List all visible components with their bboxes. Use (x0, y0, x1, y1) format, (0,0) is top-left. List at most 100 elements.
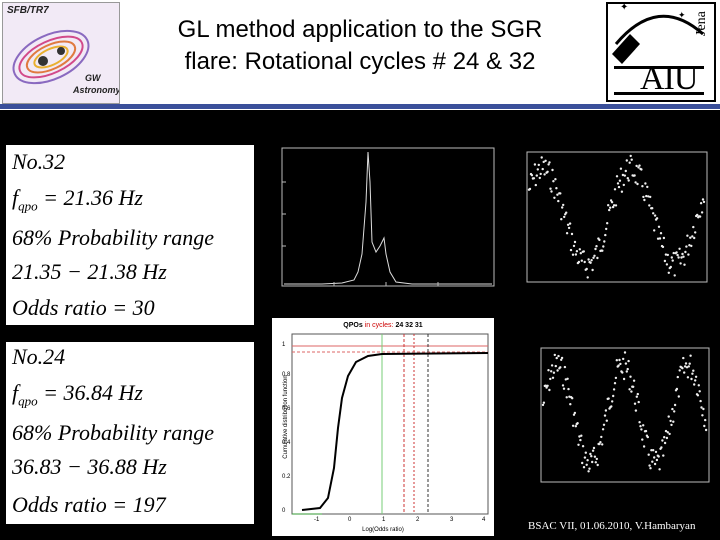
light-curve-point (583, 260, 586, 264)
light-curve-cycle-24 (505, 340, 717, 510)
light-curve-point (694, 231, 697, 234)
light-curve-point (613, 188, 617, 191)
light-curve-point (603, 414, 607, 417)
light-curve-cycle-32 (505, 142, 717, 312)
light-curve-point (589, 452, 592, 456)
light-curve-point (608, 208, 611, 212)
light-curve-point (620, 190, 624, 193)
light-curve-point (587, 258, 590, 261)
light-curve-point (565, 211, 568, 214)
light-curve-point (688, 362, 691, 365)
light-curve-point (623, 174, 626, 177)
light-curve-point (624, 362, 628, 365)
light-curve-point (660, 446, 663, 449)
light-curve-point (661, 439, 664, 442)
light-curve-point (629, 154, 632, 158)
light-curve-point (665, 263, 669, 266)
light-curve-point (678, 369, 681, 372)
light-curve-point (557, 199, 560, 203)
light-curve-point (612, 204, 616, 207)
cycle-32-probability: 68% Probability range (12, 225, 215, 250)
light-curve-point (528, 187, 532, 191)
light-curve-point (647, 453, 650, 456)
qpo-ytick: 0.2 (282, 474, 291, 480)
light-curve-point (689, 236, 692, 239)
light-curve-point (596, 463, 599, 467)
gw-waves-graphic (12, 29, 90, 85)
light-curve-point (656, 237, 660, 240)
light-curve-point (675, 387, 679, 391)
light-curve-point (604, 409, 608, 412)
light-curve-point (565, 232, 569, 235)
light-curve-point (623, 351, 627, 354)
light-curve-point (699, 202, 703, 205)
light-curve-point (628, 161, 631, 164)
light-curve-point (578, 435, 581, 438)
light-curve-point (700, 211, 704, 214)
light-curve-point (672, 251, 675, 255)
light-curve-point (595, 457, 598, 461)
cycle-32-fqpo-value: = 21.36 Hz (43, 185, 143, 210)
light-curve-point (677, 256, 680, 259)
light-curve-point (533, 163, 537, 166)
light-curve-point (664, 429, 668, 433)
light-curve-point (559, 366, 562, 369)
light-curve-point (546, 170, 549, 173)
light-curve-point (571, 253, 575, 256)
light-curve-point (691, 372, 694, 375)
light-curve-point (532, 177, 536, 180)
light-curve-point (579, 252, 582, 255)
svg-text:✦: ✦ (620, 4, 628, 13)
light-curve-point (665, 436, 669, 440)
light-curve-point (637, 166, 640, 169)
light-curve-point (659, 232, 663, 235)
light-curve-point (557, 354, 560, 358)
light-curve-point (685, 366, 689, 369)
light-curve-point (636, 392, 639, 396)
light-curve-point (593, 254, 596, 257)
svg-text:✦: ✦ (678, 10, 686, 20)
light-curve-point (653, 214, 657, 217)
qpo-plot-title: QPOs in cycles: 24 32 31 (272, 322, 494, 329)
light-curve-point (605, 419, 608, 422)
light-curve-point (632, 379, 636, 382)
light-curve-point (692, 225, 695, 229)
light-curve-point (673, 403, 677, 407)
light-curve-point (676, 375, 679, 379)
light-curve-point (630, 158, 633, 161)
light-curve-point (698, 215, 702, 218)
light-curve-point (668, 432, 671, 436)
light-curve-point (690, 377, 693, 381)
light-curve-point (682, 255, 685, 258)
light-curve-point (622, 183, 625, 187)
light-curve-point (652, 212, 655, 215)
light-curve-point (689, 354, 692, 357)
light-curve-point (607, 397, 610, 400)
light-curve-point (574, 253, 578, 256)
light-curve-point (591, 460, 594, 464)
light-curve-point (697, 384, 700, 387)
light-curve-point (542, 401, 546, 404)
light-curve-point (573, 411, 577, 415)
cycle-24-fqpo-value: = 36.84 Hz (43, 380, 143, 405)
light-curve-point (536, 168, 539, 171)
light-curve-point (618, 179, 622, 182)
cycle-32-odds: Odds ratio = 30 (12, 295, 155, 320)
cycle-24-results: No.24 fqpo = 36.84 Hz 68% Probability ra… (6, 342, 254, 524)
light-curve-point (584, 451, 587, 454)
light-curve-point (563, 215, 566, 219)
light-curve-point (546, 384, 549, 387)
light-curve-point (567, 226, 571, 230)
light-curve-point (548, 161, 551, 164)
light-curve-point (560, 218, 563, 221)
light-curve-point (653, 456, 656, 459)
light-curve-point (544, 384, 547, 387)
light-curve-point (581, 445, 585, 448)
light-curve-point (592, 256, 595, 259)
qpo-y-ticks: 0 0.2 0.4 0.6 0.8 1 (282, 334, 292, 514)
light-curve-point (699, 399, 702, 403)
light-curve-point (574, 425, 577, 428)
light-curve-point (586, 459, 589, 462)
light-curve-point (591, 268, 594, 272)
light-curve-point (569, 248, 573, 252)
